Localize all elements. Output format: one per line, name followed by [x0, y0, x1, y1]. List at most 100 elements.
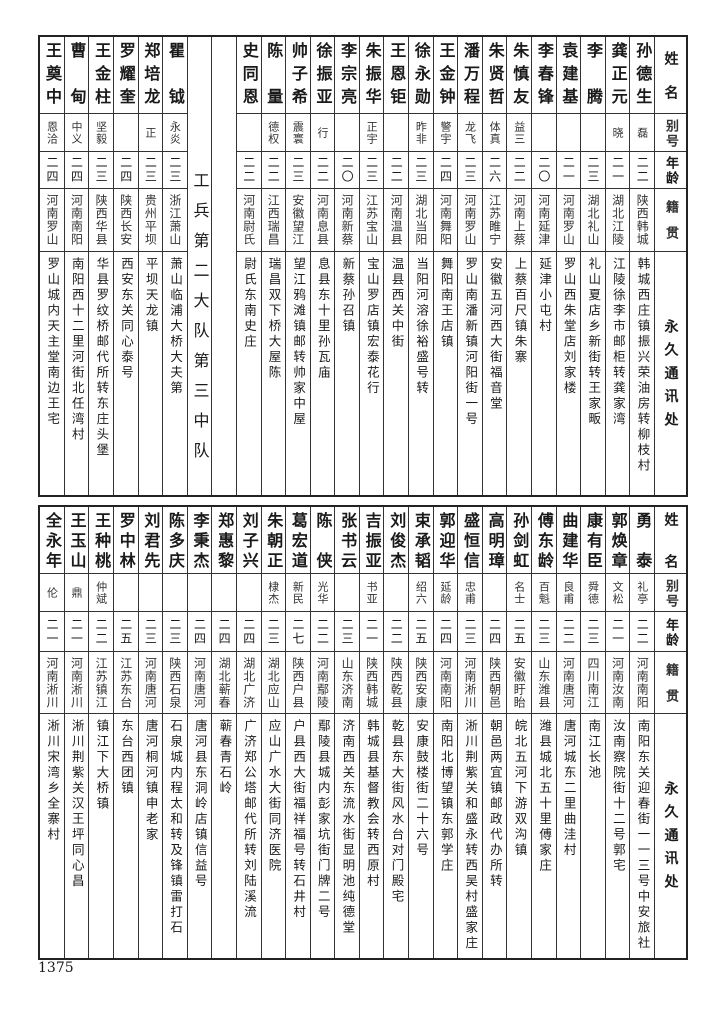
person-name: 李春锋	[534, 42, 554, 104]
cell-age: 二二	[310, 612, 335, 652]
person-column: 陈多庆 二三 陕西石泉 石泉城内程太和转及锋镇雷打石	[162, 507, 187, 958]
person-address: 南阳东关迎春街一一三号中安旅社	[635, 719, 651, 952]
cell-native: 贵州平坝	[138, 189, 163, 252]
cell-alias: 忠甫	[458, 574, 482, 612]
cell-name: 康有臣	[581, 507, 605, 574]
person-native: 湖北江陵	[610, 194, 625, 246]
header-native: 籍贯	[655, 189, 686, 252]
cell-name: 刘俊杰	[384, 507, 409, 574]
cell-name: 袁建基	[556, 37, 581, 114]
person-native: 陕西朝邑	[487, 657, 502, 709]
cell-age: 二五	[113, 612, 138, 652]
cell-address: 乾县东大街风水台对门殿宅	[384, 714, 408, 958]
person-name: 朱慎友	[510, 42, 530, 104]
person-column: 史同恩 二二 河南尉氏 尉氏东南史庄	[235, 37, 261, 495]
cell-name: 陈侠	[310, 507, 335, 574]
cell-native: 河南唐河	[187, 652, 212, 714]
person-name: 徐振亚	[313, 42, 333, 104]
person-age: 二三	[340, 617, 355, 646]
cell-name: 王金钟	[433, 37, 458, 114]
cell-age: 二三	[581, 152, 605, 189]
person-age: 二四	[487, 617, 502, 646]
person-alias: 延龄	[438, 580, 452, 605]
cell-native: 陕西华县	[89, 189, 113, 252]
person-native: 河南汝南	[610, 657, 625, 709]
person-age: 二三	[463, 617, 478, 646]
cell-address: 新蔡孙召镇	[335, 252, 359, 495]
person-age: 二四	[192, 617, 207, 646]
cell-age: 二二	[310, 152, 335, 189]
person-name: 陈量	[264, 42, 284, 104]
cell-native: 河南淅川	[40, 652, 64, 714]
person-alias: 百魁	[537, 580, 551, 605]
cell-native: 江苏睢宁	[482, 189, 507, 252]
person-alias: 棣杰	[266, 580, 280, 605]
cell-alias	[532, 114, 556, 152]
person-age: 二四	[44, 156, 59, 184]
cell-age: 二三	[581, 612, 605, 652]
cell-name: 史同恩	[236, 37, 261, 114]
header-address-label: 永久通讯处	[662, 781, 679, 891]
person-age: 二五	[413, 617, 428, 646]
person-address: 广济郑公塔邮代所转刘陆溪流	[241, 719, 257, 921]
cell-alias: 仲斌	[89, 574, 113, 612]
person-column: 全永年伦二一 河南淅川 淅川宋湾乡全寨村	[40, 507, 64, 958]
cell-name: 徐振亚	[310, 37, 335, 114]
person-address: 江陵徐李市邮柜转龚家湾	[610, 257, 626, 428]
person-age: 二二	[241, 156, 256, 184]
person-age: 二三	[463, 156, 478, 184]
cell-name: 郑惠黎	[212, 507, 236, 574]
person-age: 二一	[610, 156, 625, 184]
person-alias: 正	[143, 126, 157, 139]
person-native: 陕西韩城	[364, 657, 379, 709]
cell-alias	[113, 574, 138, 612]
person-address: 南江长池	[586, 719, 602, 781]
person-age: 二二	[266, 156, 281, 184]
cell-name: 盛恒信	[458, 507, 482, 574]
cell-alias	[581, 114, 605, 152]
cell-address: 延津小屯村	[532, 252, 556, 495]
cell-alias: 书亚	[359, 574, 384, 612]
person-column: 袁建基 二一 河南罗山 罗山西朱堂店刘家楼	[555, 37, 581, 495]
cell-address: 唐河城东二里曲洼村	[557, 714, 581, 958]
person-address: 南阳西十二里河街北任湾村	[69, 257, 85, 443]
person-age: 二二	[315, 617, 330, 646]
person-native: 陕西长安	[118, 194, 133, 246]
cell-name: 葛宏道	[286, 507, 310, 574]
person-native: 河南淅川	[44, 657, 59, 709]
person-address: 安康鼓楼街二十六号	[414, 719, 430, 859]
person-age: 二四	[118, 156, 133, 184]
person-native: 陕西韩城	[635, 194, 650, 246]
cell-native: 湖北蕲春	[212, 652, 236, 714]
cell-age: 二六	[482, 152, 507, 189]
person-name: 罗耀奎	[116, 42, 136, 104]
person-native: 湖北当阳	[413, 194, 428, 246]
cell-native: 河南南阳	[630, 652, 654, 714]
person-address: 平坝天龙镇	[143, 257, 159, 335]
cell-address: 南阳西十二里河街北任湾村	[65, 252, 89, 495]
person-name: 高明璋	[485, 512, 505, 568]
cell-age: 二三	[163, 152, 187, 189]
person-age: 二三	[536, 617, 551, 646]
cell-native: 河南唐河	[138, 652, 163, 714]
cell-alias: 震寰	[286, 114, 310, 152]
person-age: 二三	[364, 156, 379, 184]
person-alias: 书亚	[365, 580, 379, 605]
header-native-label: 籍贯	[663, 662, 678, 703]
person-column: 徐振亚行二二 河南息县 息县东十里孙瓦庙	[309, 37, 335, 495]
cell-name: 吉振亚	[359, 507, 384, 574]
person-address: 息县东十里孙瓦庙	[315, 257, 331, 381]
cell-alias: 益三	[507, 114, 532, 152]
cell-native: 河南罗山	[40, 189, 64, 252]
section-label: 工兵第二大队第三中队	[190, 172, 210, 472]
person-name: 王恩钜	[387, 42, 407, 104]
cell-address: 朝邑两宜镇邮政代办所转	[483, 714, 507, 958]
person-column: 王奠中 恩洽 二四 河南罗山 罗山城内天主堂南边王宅	[40, 37, 64, 495]
cell-alias: 延龄	[433, 574, 458, 612]
person-address: 唐河桐河镇申老家	[143, 719, 159, 843]
cell-address: 潍县城北五十里傅家庄	[532, 714, 556, 958]
cell-address: 皖北五河下游双沟镇	[507, 714, 531, 958]
cell-native: 山东潍县	[532, 652, 556, 714]
cell-address: 淅川荆紫关和盛永转西吴村盛家庄	[458, 714, 482, 958]
cell-age: 二四	[482, 612, 507, 652]
